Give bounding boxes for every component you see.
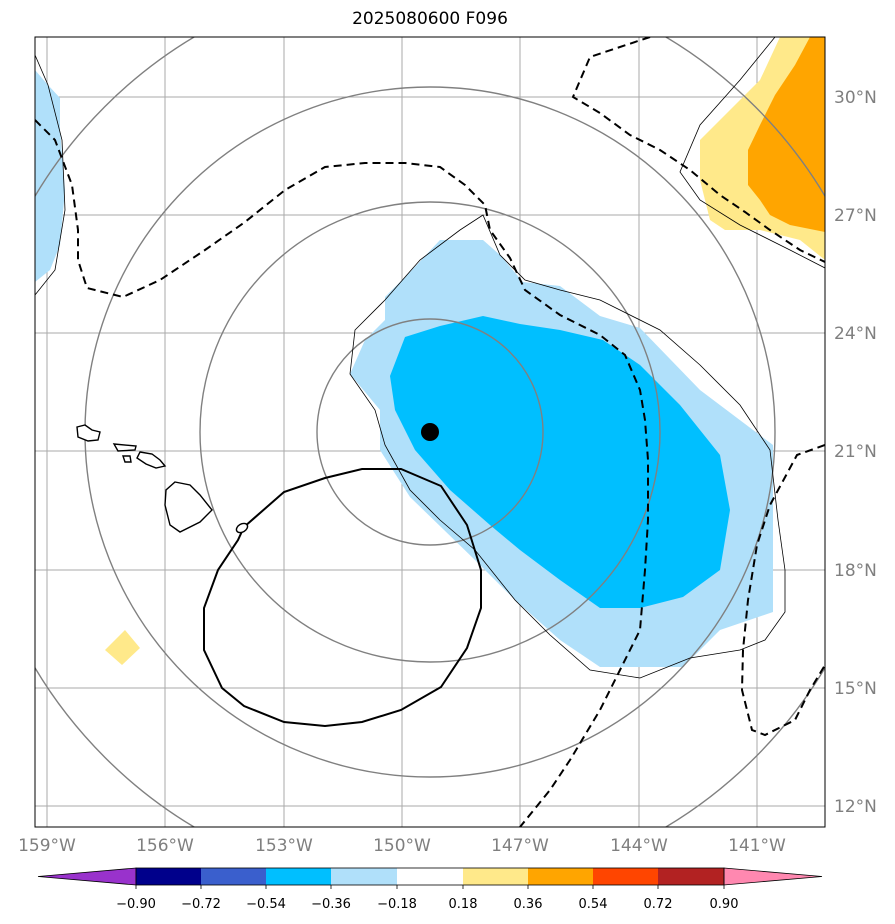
range-rings <box>35 37 825 827</box>
longitude-tick-label: 150°W <box>373 836 431 856</box>
negative-anomaly-dark-region <box>390 316 730 608</box>
latitude-tick-label: 12°N <box>834 797 877 817</box>
map-frame <box>34 36 826 828</box>
latitude-tick-label: 24°N <box>834 324 877 344</box>
dashed-contour-main <box>35 119 649 827</box>
storm-center-marker <box>421 423 439 441</box>
colorbar-tick-label: 0.18 <box>449 897 478 912</box>
longitude-tick-label: 144°W <box>610 836 668 856</box>
dashed-contour-east <box>740 444 825 737</box>
colorbar-segment <box>723 867 823 886</box>
colorbar-tick-label: −0.54 <box>246 897 286 912</box>
west-outline-contour <box>35 54 66 296</box>
colorbar-segment <box>463 868 528 885</box>
latitude-labels: 30°N 27°N 24°N 21°N 18°N 15°N 12°N <box>834 88 877 817</box>
map-area <box>35 37 825 827</box>
colorbar-segment <box>528 868 593 885</box>
small-island-marker <box>235 522 249 534</box>
colorbar-segment <box>593 868 658 885</box>
hawaiian-islands <box>76 424 249 534</box>
colorbar-tick-label: −0.90 <box>116 897 156 912</box>
colorbar-segment <box>201 868 266 885</box>
colorbar-segment <box>136 868 201 885</box>
dashed-contour-northeast <box>571 37 825 263</box>
longitude-tick-label: 159°W <box>18 836 76 856</box>
range-ring <box>199 201 661 663</box>
oahu-island <box>112 443 137 452</box>
molokai-island <box>122 455 132 463</box>
colorbar-segment <box>397 868 463 885</box>
positive-anomaly-small-patch <box>105 630 140 665</box>
longitude-tick-label: 156°W <box>136 836 194 856</box>
longitude-tick-label: 147°W <box>491 836 549 856</box>
colorbar-tick-label: 0.72 <box>644 897 673 912</box>
maui-island <box>136 451 167 469</box>
longitude-tick-label: 153°W <box>255 836 313 856</box>
colorbar-segment <box>658 868 724 885</box>
positive-anomaly-strong-region <box>748 37 825 232</box>
anomaly-outline-contour <box>349 214 786 679</box>
latitude-tick-label: 21°N <box>834 442 877 462</box>
longitude-tick-label: 141°W <box>728 836 786 856</box>
big-island <box>164 481 213 533</box>
latitude-tick-label: 18°N <box>834 561 877 581</box>
latitude-tick-label: 27°N <box>834 206 877 226</box>
colorbar-tick-label: 0.36 <box>514 897 543 912</box>
colorbar-tick-label: −0.72 <box>181 897 221 912</box>
kauai-island <box>76 424 101 442</box>
colorbar-segment <box>37 867 137 886</box>
colorbar: −0.90 −0.72 −0.54 −0.36 −0.18 0.18 0.36 0.54 0.7… <box>37 867 823 912</box>
colorbar-tick-label: 0.90 <box>710 897 739 912</box>
latitude-tick-label: 30°N <box>834 88 877 108</box>
colorbar-tick-label: −0.36 <box>311 897 351 912</box>
northeast-outline-contour <box>679 37 825 269</box>
map-title: 2025080600 F096 <box>352 9 508 29</box>
colorbar-outline <box>135 867 725 886</box>
colorbar-tick-label: −0.18 <box>377 897 417 912</box>
colorbar-segment <box>266 868 331 885</box>
colorbar-segment <box>331 868 397 885</box>
solid-bold-contour <box>203 468 482 728</box>
latitude-tick-label: 15°N <box>834 679 877 699</box>
longitude-labels: 159°W 156°W 153°W 150°W 147°W 144°W 141°W <box>18 836 786 856</box>
colorbar-tick-label: 0.54 <box>579 897 608 912</box>
range-ring <box>316 318 544 546</box>
negative-anomaly-light-west-edge <box>35 70 65 282</box>
